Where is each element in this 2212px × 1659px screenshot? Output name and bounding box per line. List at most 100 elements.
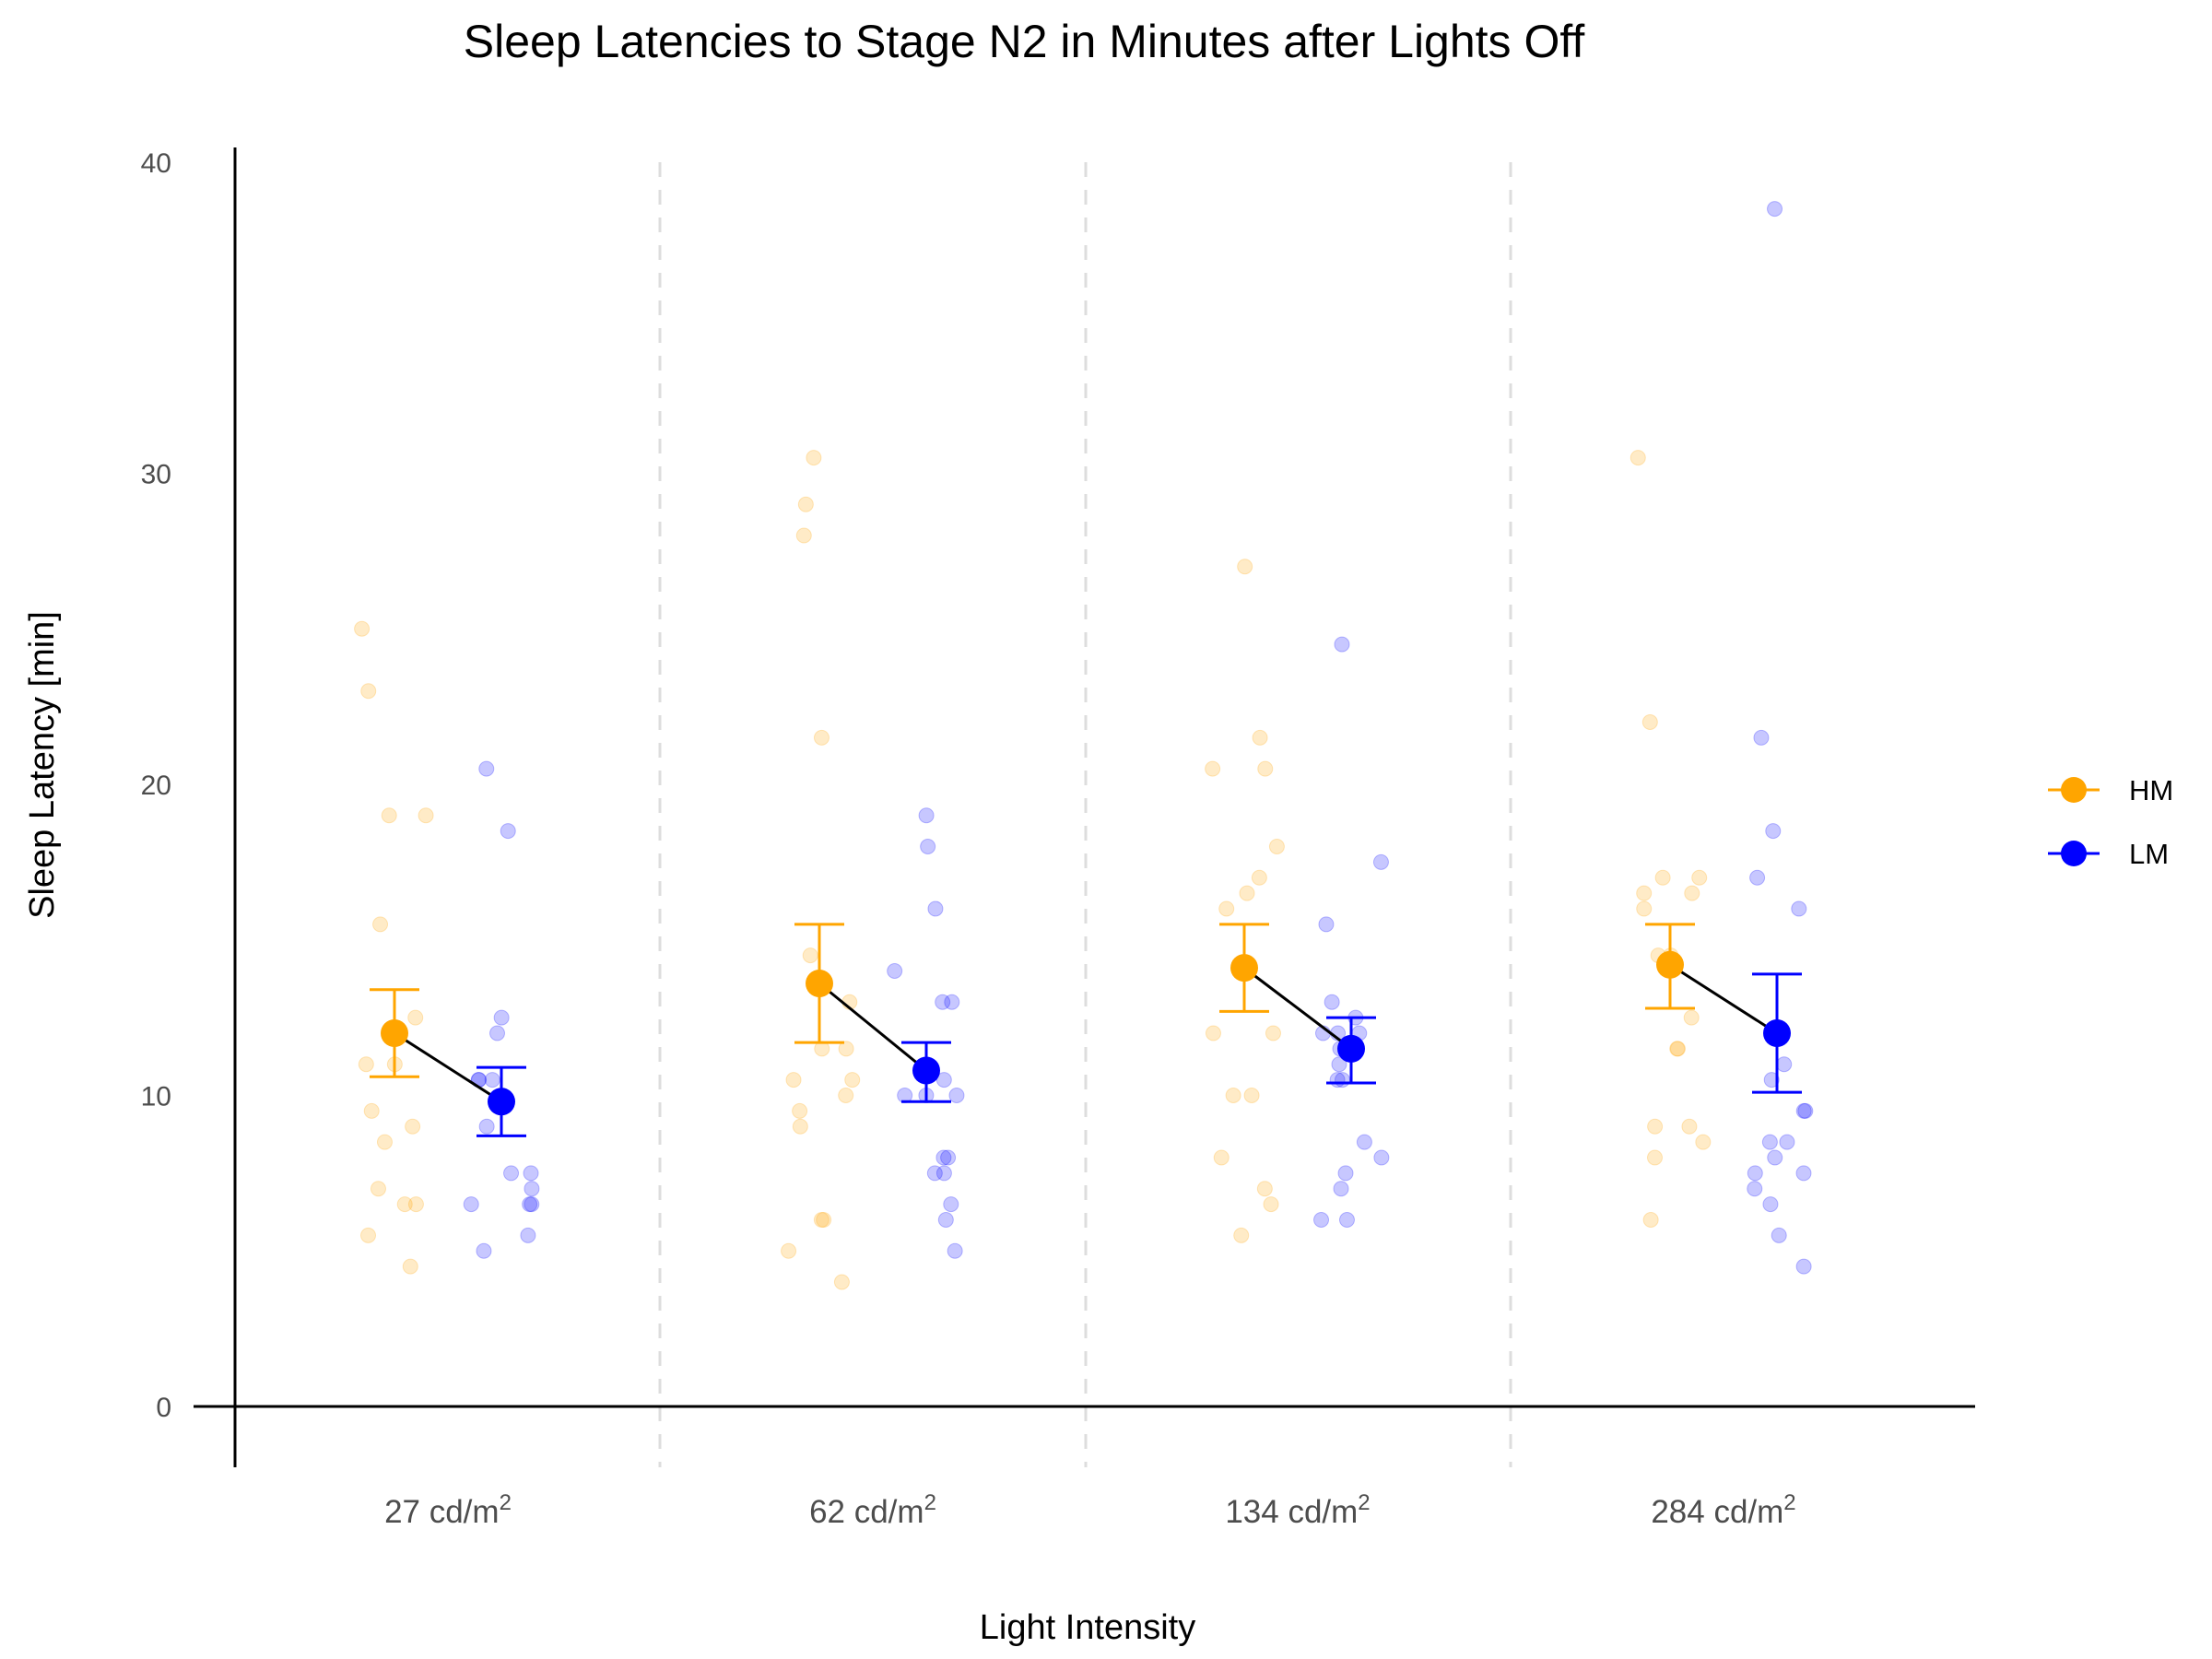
y-axis-title: Sleep Latency [min]: [23, 611, 62, 919]
data-point-hm: [802, 947, 818, 964]
data-point-lm: [943, 1196, 959, 1213]
data-point-lm: [926, 1165, 943, 1182]
data-point-lm: [1329, 1072, 1346, 1088]
data-point-lm: [478, 760, 495, 777]
data-point-hm: [1669, 1041, 1686, 1057]
data-point-hm: [370, 1181, 386, 1197]
data-point-lm: [1795, 1165, 1812, 1182]
data-point-lm: [1765, 823, 1782, 840]
data-point-hm: [816, 1212, 832, 1228]
y-tick-label: 40: [141, 148, 171, 179]
data-point-lm: [935, 1072, 952, 1088]
data-point-hm: [1630, 450, 1646, 466]
data-point-hm: [1205, 760, 1221, 777]
data-point-lm: [935, 1149, 952, 1166]
data-point-lm: [1791, 900, 1807, 917]
data-point-hm: [795, 527, 812, 544]
chart-title: Sleep Latencies to Stage N2 in Minutes a…: [464, 16, 1585, 67]
data-point-lm: [1334, 636, 1350, 653]
y-tick-label: 20: [141, 771, 171, 801]
data-point-lm: [947, 1242, 963, 1259]
data-point-hm: [381, 807, 397, 824]
data-point-hm: [1263, 1196, 1279, 1213]
data-point-hm: [354, 620, 371, 637]
data-point-lm: [1761, 1134, 1778, 1150]
data-point-hm: [1205, 1025, 1221, 1041]
x-axis-title: Light Intensity: [980, 1608, 1195, 1647]
data-point-hm: [813, 729, 830, 746]
data-point-hm: [1636, 885, 1653, 901]
legend-label-hm: HM: [2129, 774, 2173, 806]
data-point-hm: [1268, 839, 1285, 854]
data-point-hm: [781, 1242, 797, 1259]
data-point-lm: [1356, 1134, 1372, 1150]
data-point-hm: [797, 496, 814, 512]
data-point-hm: [1218, 900, 1235, 917]
y-tick-label: 30: [141, 460, 171, 490]
data-point-lm: [1762, 1196, 1779, 1213]
data-point-lm: [1747, 1165, 1763, 1182]
data-point-lm: [503, 1165, 520, 1182]
data-point-lm: [1337, 1165, 1354, 1182]
mean-connector: [1243, 966, 1352, 1051]
data-point-lm: [1763, 1072, 1780, 1088]
x-tick-label: 284 cd/m2: [1651, 1490, 1795, 1530]
data-point-hm: [813, 1212, 830, 1228]
data-point-hm: [1683, 1009, 1700, 1026]
y-tick-label: 0: [156, 1393, 171, 1423]
mean-point-lm: [1337, 1034, 1365, 1063]
data-point-hm: [360, 683, 377, 700]
data-point-lm: [935, 1165, 952, 1182]
grid-separators: [658, 162, 1512, 1467]
data-point-hm: [806, 450, 822, 466]
data-point-lm: [489, 1025, 506, 1041]
data-point-lm: [523, 1165, 539, 1182]
data-point-hm: [1695, 1134, 1712, 1150]
data-point-hm: [1237, 559, 1253, 575]
data-point-lm: [1797, 1102, 1814, 1119]
data-point-hm: [1251, 869, 1267, 886]
legend: HM LM: [2048, 774, 2173, 870]
data-point-lm: [500, 823, 516, 840]
data-point-lm: [1373, 1149, 1390, 1166]
data-point-hm: [358, 1056, 374, 1073]
data-point-lm: [524, 1181, 540, 1197]
data-point-hm: [1636, 900, 1653, 917]
data-point-lm: [1318, 916, 1335, 933]
data-point-hm: [785, 1072, 802, 1088]
data-point-hm: [1681, 1118, 1698, 1135]
mean-point-hm: [381, 1019, 408, 1047]
data-point-lm: [1795, 1102, 1812, 1119]
data-point-lm: [520, 1227, 536, 1243]
data-point-lm: [1753, 729, 1770, 746]
data-point-lm: [1372, 853, 1389, 870]
data-point-lm: [493, 1009, 510, 1026]
data-point-hm: [844, 1072, 861, 1088]
data-point-hm: [833, 1274, 850, 1290]
data-point-lm: [1767, 201, 1783, 218]
data-point-hm: [363, 1102, 380, 1119]
data-point-hm: [838, 1041, 854, 1057]
data-point-hm: [1225, 1088, 1241, 1103]
data-point-hm: [360, 1227, 377, 1243]
data-point-hm: [1669, 1041, 1686, 1057]
data-point-lm: [522, 1196, 538, 1213]
data-point-hm: [1257, 760, 1274, 777]
data-point-hm: [1647, 1118, 1664, 1135]
data-point-lm: [524, 1196, 540, 1213]
x-tick-label: 27 cd/m2: [384, 1490, 512, 1530]
mean-point-lm: [1763, 1019, 1791, 1047]
legend-key-hm: [2061, 777, 2087, 803]
data-point-hm: [372, 916, 389, 933]
data-point-hm: [407, 1196, 424, 1213]
mean-point-lm: [912, 1056, 940, 1085]
data-point-lm: [1338, 1212, 1355, 1228]
y-tick-label: 10: [141, 1082, 171, 1112]
data-point-lm: [1771, 1227, 1787, 1243]
x-tick-label: 62 cd/m2: [809, 1490, 936, 1530]
legend-key-lm: [2061, 841, 2087, 866]
data-point-hm: [1252, 729, 1268, 746]
data-point-hm: [1641, 714, 1658, 730]
mean-point-hm: [806, 970, 833, 997]
